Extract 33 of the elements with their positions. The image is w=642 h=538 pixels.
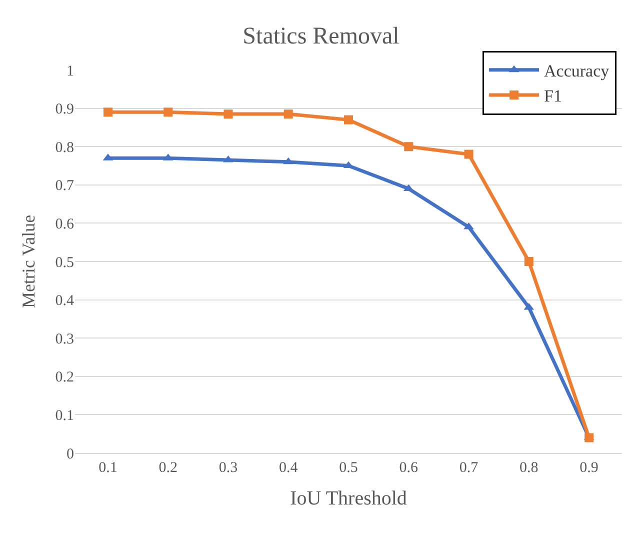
- y-tick-label: 1: [66, 63, 74, 80]
- legend-label: F1: [544, 86, 562, 106]
- point: [404, 142, 414, 152]
- y-tick-label: 0.3: [55, 331, 74, 348]
- point: [464, 150, 474, 159]
- x-tick-label: 0.5: [339, 460, 358, 476]
- x-tick-label: 0.6: [399, 460, 419, 476]
- x-tick-label: 0.4: [278, 460, 298, 476]
- y-tick-label: 0.8: [55, 140, 74, 156]
- point: [524, 257, 534, 266]
- y-tick-label: 0.9: [55, 102, 74, 118]
- y-tick-label: 0: [66, 446, 74, 462]
- x-tick-label: 0.7: [459, 460, 479, 476]
- x-tick-label: 0.2: [158, 460, 178, 476]
- y-axis-title: Metric Value: [18, 214, 38, 308]
- chart-title: Statics Removal: [242, 24, 400, 50]
- x-tick-label: 0.9: [580, 460, 598, 476]
- point: [103, 108, 112, 117]
- y-tick-label: 0.7: [55, 178, 74, 194]
- x-tick-label: 0.1: [98, 460, 118, 476]
- point: [224, 110, 233, 119]
- y-tick-label: 0.6: [55, 216, 74, 232]
- y-tick-label: 0.1: [55, 408, 74, 424]
- y-tick-label: 0.5: [55, 254, 74, 271]
- legend-label: Accuracy: [544, 62, 610, 81]
- x-tick-label: 0.8: [520, 460, 538, 476]
- point: [164, 108, 173, 117]
- x-tick-label: 0.3: [218, 460, 238, 476]
- point: [344, 115, 353, 124]
- x-axis-title: IoU Threshold: [290, 488, 407, 510]
- point: [284, 110, 293, 119]
- y-tick-label: 0.2: [55, 370, 74, 386]
- y-tick-label: 0.4: [55, 293, 74, 310]
